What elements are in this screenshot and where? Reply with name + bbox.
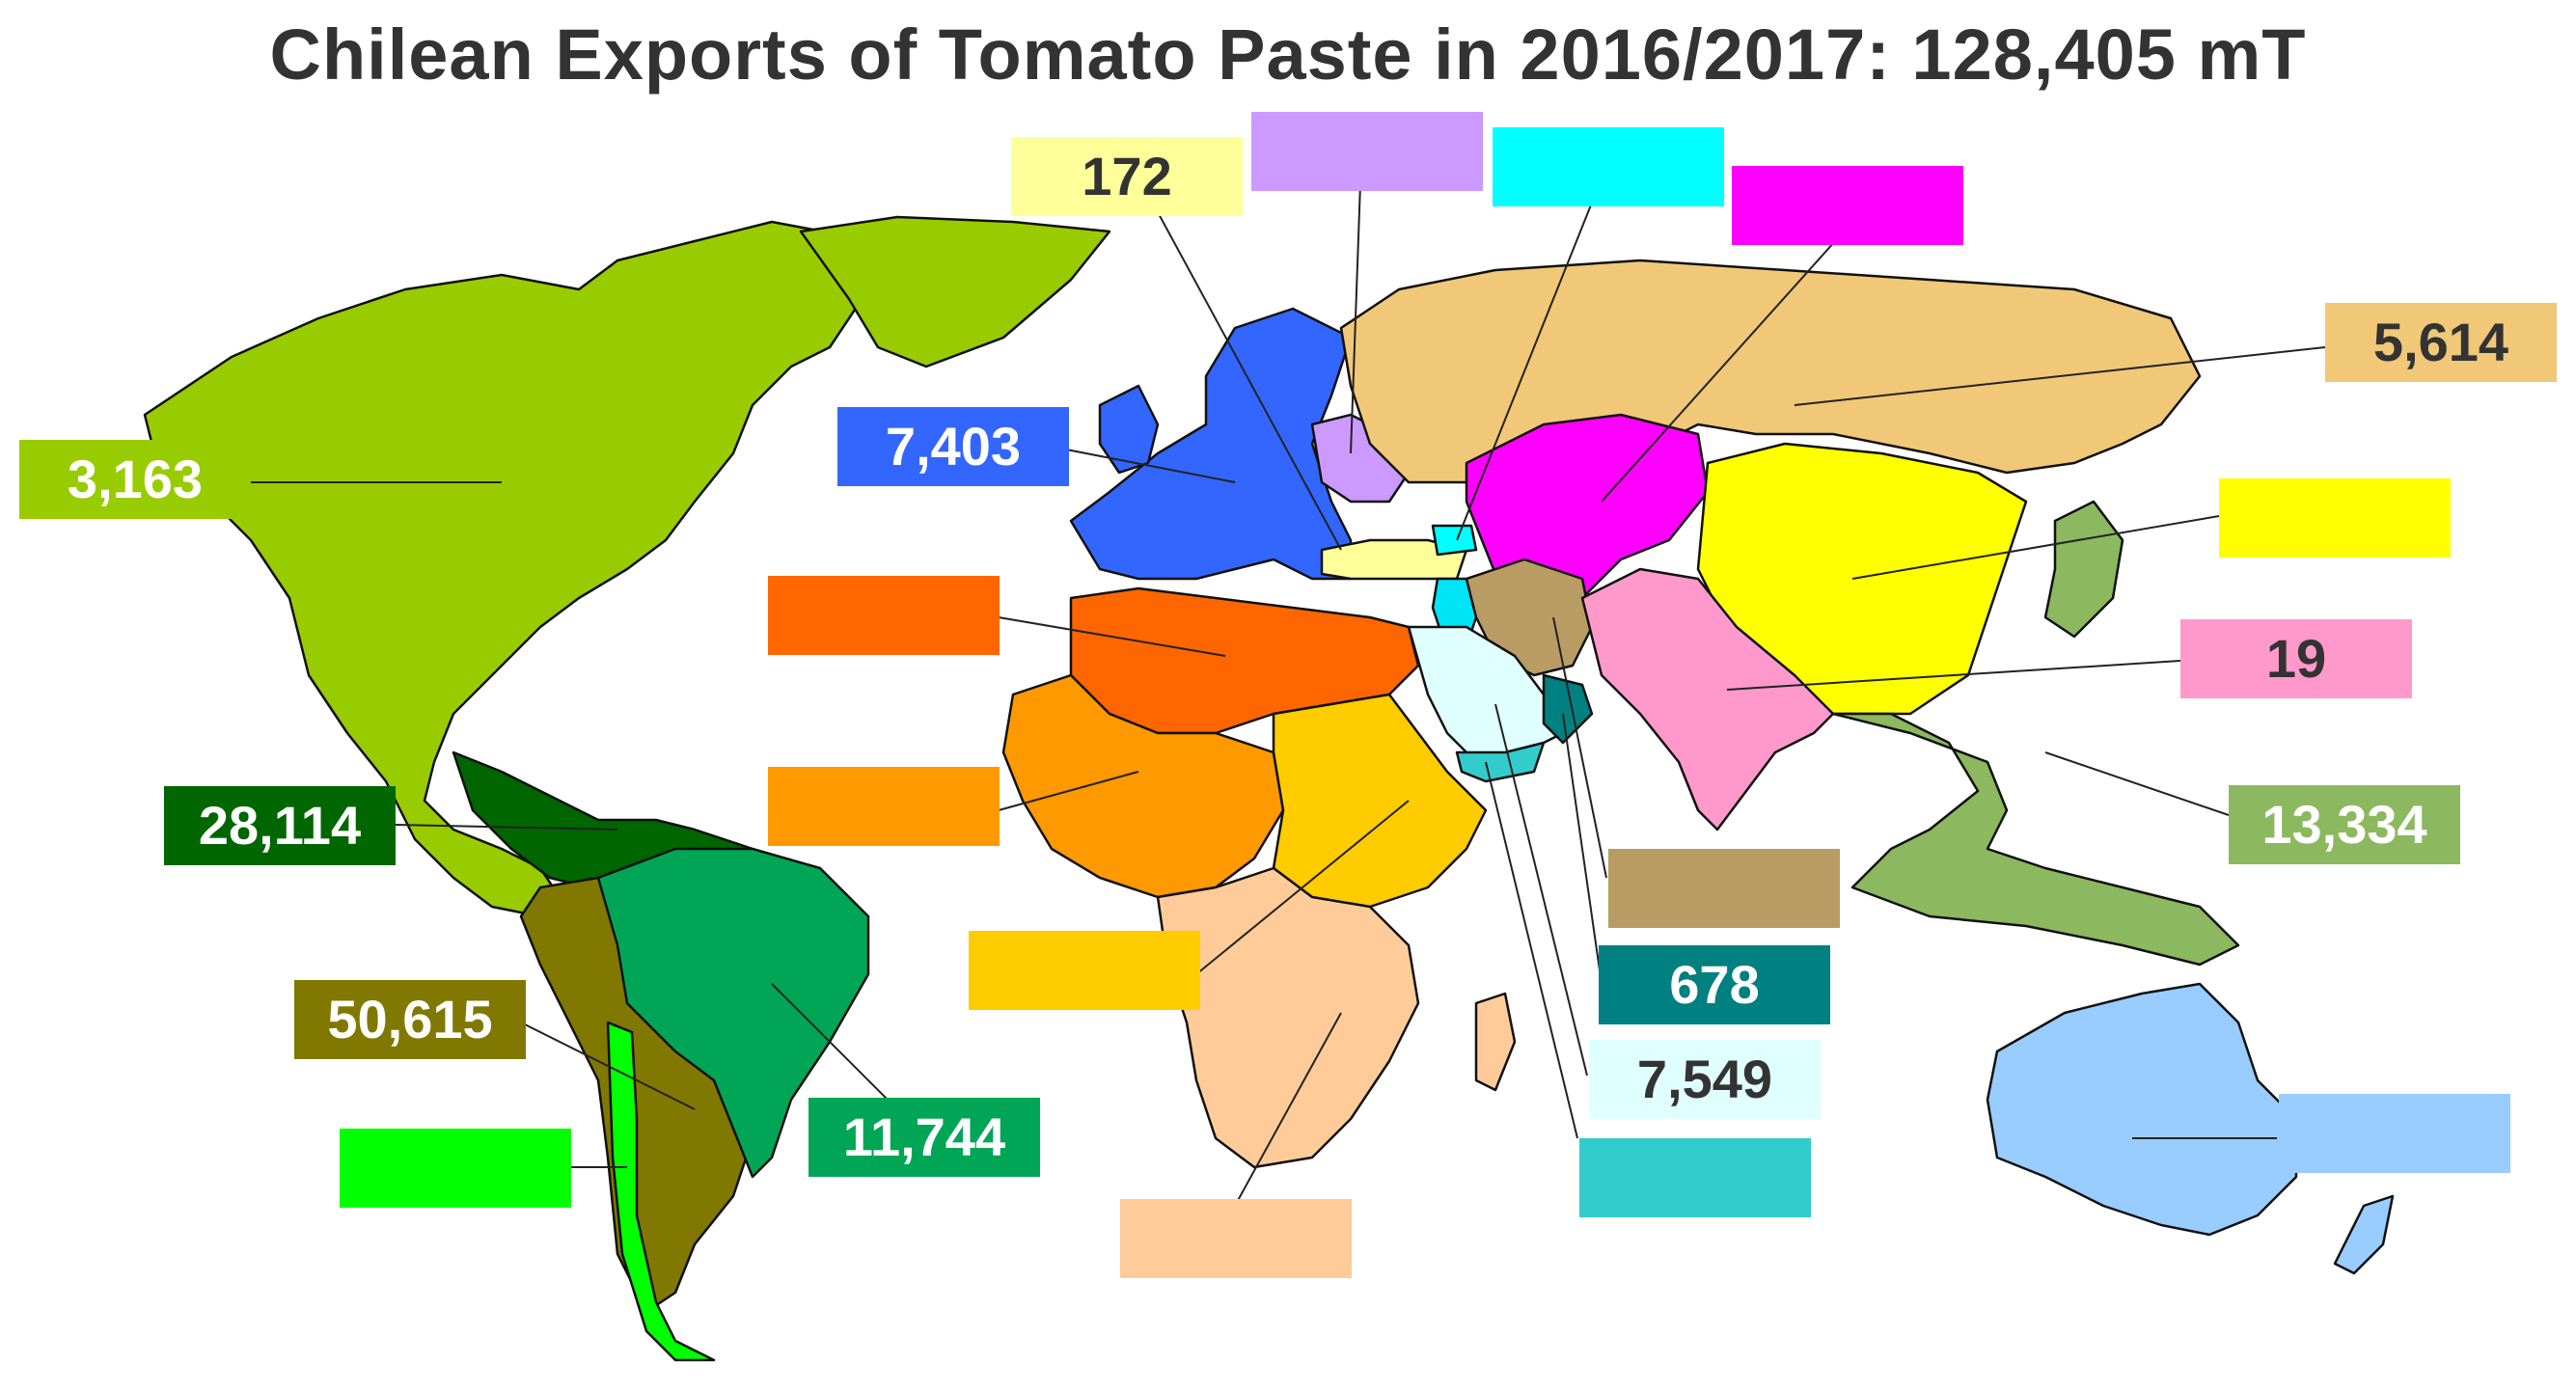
leader-line-andean [520, 1022, 696, 1110]
leader-line-west-africa [998, 771, 1139, 811]
label-andean-south-america: 50,615 [294, 980, 526, 1059]
leader-line-brazil [771, 983, 898, 1110]
region-yemen [1455, 741, 1546, 783]
leader-line-china [1851, 515, 2220, 580]
leader-line-southeast-asia [2044, 751, 2230, 816]
region-north-america [143, 220, 870, 918]
label-brazil-east-south-america: 11,744 [808, 1098, 1040, 1177]
land-layer [143, 215, 2395, 1362]
region-southern-africa [1156, 866, 1420, 1169]
label-north-america: 3,163 [19, 440, 251, 519]
region-chile [606, 1021, 716, 1362]
leader-lines [251, 182, 2326, 1207]
label-west-africa [768, 767, 1000, 846]
label-chile [340, 1129, 571, 1208]
label-southern-africa [1120, 1199, 1352, 1278]
region-south-asia [1580, 567, 1835, 831]
label-caucasus [1493, 127, 1724, 206]
label-arabian-peninsula: 7,549 [1589, 1040, 1821, 1119]
label-oman-uae: 678 [1599, 945, 1830, 1024]
region-caucasus [1431, 524, 1478, 557]
leader-line-europe [1060, 448, 1236, 483]
region-greenland [799, 215, 1111, 368]
label-ukraine-belarus [1251, 112, 1483, 191]
leader-line-turkey [1157, 211, 1342, 551]
leader-line-oman [1562, 713, 1603, 985]
leader-line-central-america [395, 824, 618, 831]
label-south-asia: 19 [2180, 619, 2412, 698]
leader-line-ukraine [1350, 182, 1361, 454]
label-iran-afghanistan [1608, 849, 1840, 928]
region-new-zealand [2333, 1194, 2395, 1275]
label-europe: 7,403 [837, 407, 1069, 486]
label-north-africa [768, 576, 1000, 655]
label-southeast-asia-japan: 13,334 [2229, 785, 2460, 864]
label-oceania [2279, 1094, 2510, 1173]
leader-line-east-africa [1195, 800, 1410, 975]
region-japan [2043, 500, 2124, 639]
leader-line-iran [1552, 616, 1607, 879]
label-russia: 5,614 [2325, 303, 2557, 382]
region-madagascar [1474, 992, 1517, 1092]
leader-line-central-asia [1601, 221, 1853, 503]
region-oceania [1986, 982, 2298, 1237]
region-west-africa [1001, 673, 1285, 899]
leader-line-arabia [1494, 703, 1588, 1077]
label-china-mongolia [2219, 478, 2451, 558]
label-central-america-caribbean: 28,114 [164, 786, 396, 865]
map-title: Chilean Exports of Tomato Paste in 2016/… [269, 14, 2307, 95]
label-central-asia [1732, 166, 1963, 245]
region-uk-ireland [1098, 384, 1160, 475]
leader-line-russia [1794, 346, 2326, 406]
leader-line-north-africa [998, 616, 1226, 657]
region-oman-uae [1542, 673, 1594, 745]
leader-line-south-asia [1726, 660, 2181, 691]
label-yemen [1579, 1138, 1811, 1217]
label-turkey: 172 [1011, 137, 1243, 216]
leader-line-southern-africa [1234, 1012, 1342, 1207]
region-east-africa [1272, 693, 1488, 909]
label-east-africa [969, 931, 1200, 1010]
region-brazil-east-south-america [596, 847, 870, 1179]
leader-line-yemen [1485, 761, 1578, 1139]
leader-line-caucasus [1456, 202, 1593, 541]
region-southeast-asia-japan [1831, 712, 2240, 967]
